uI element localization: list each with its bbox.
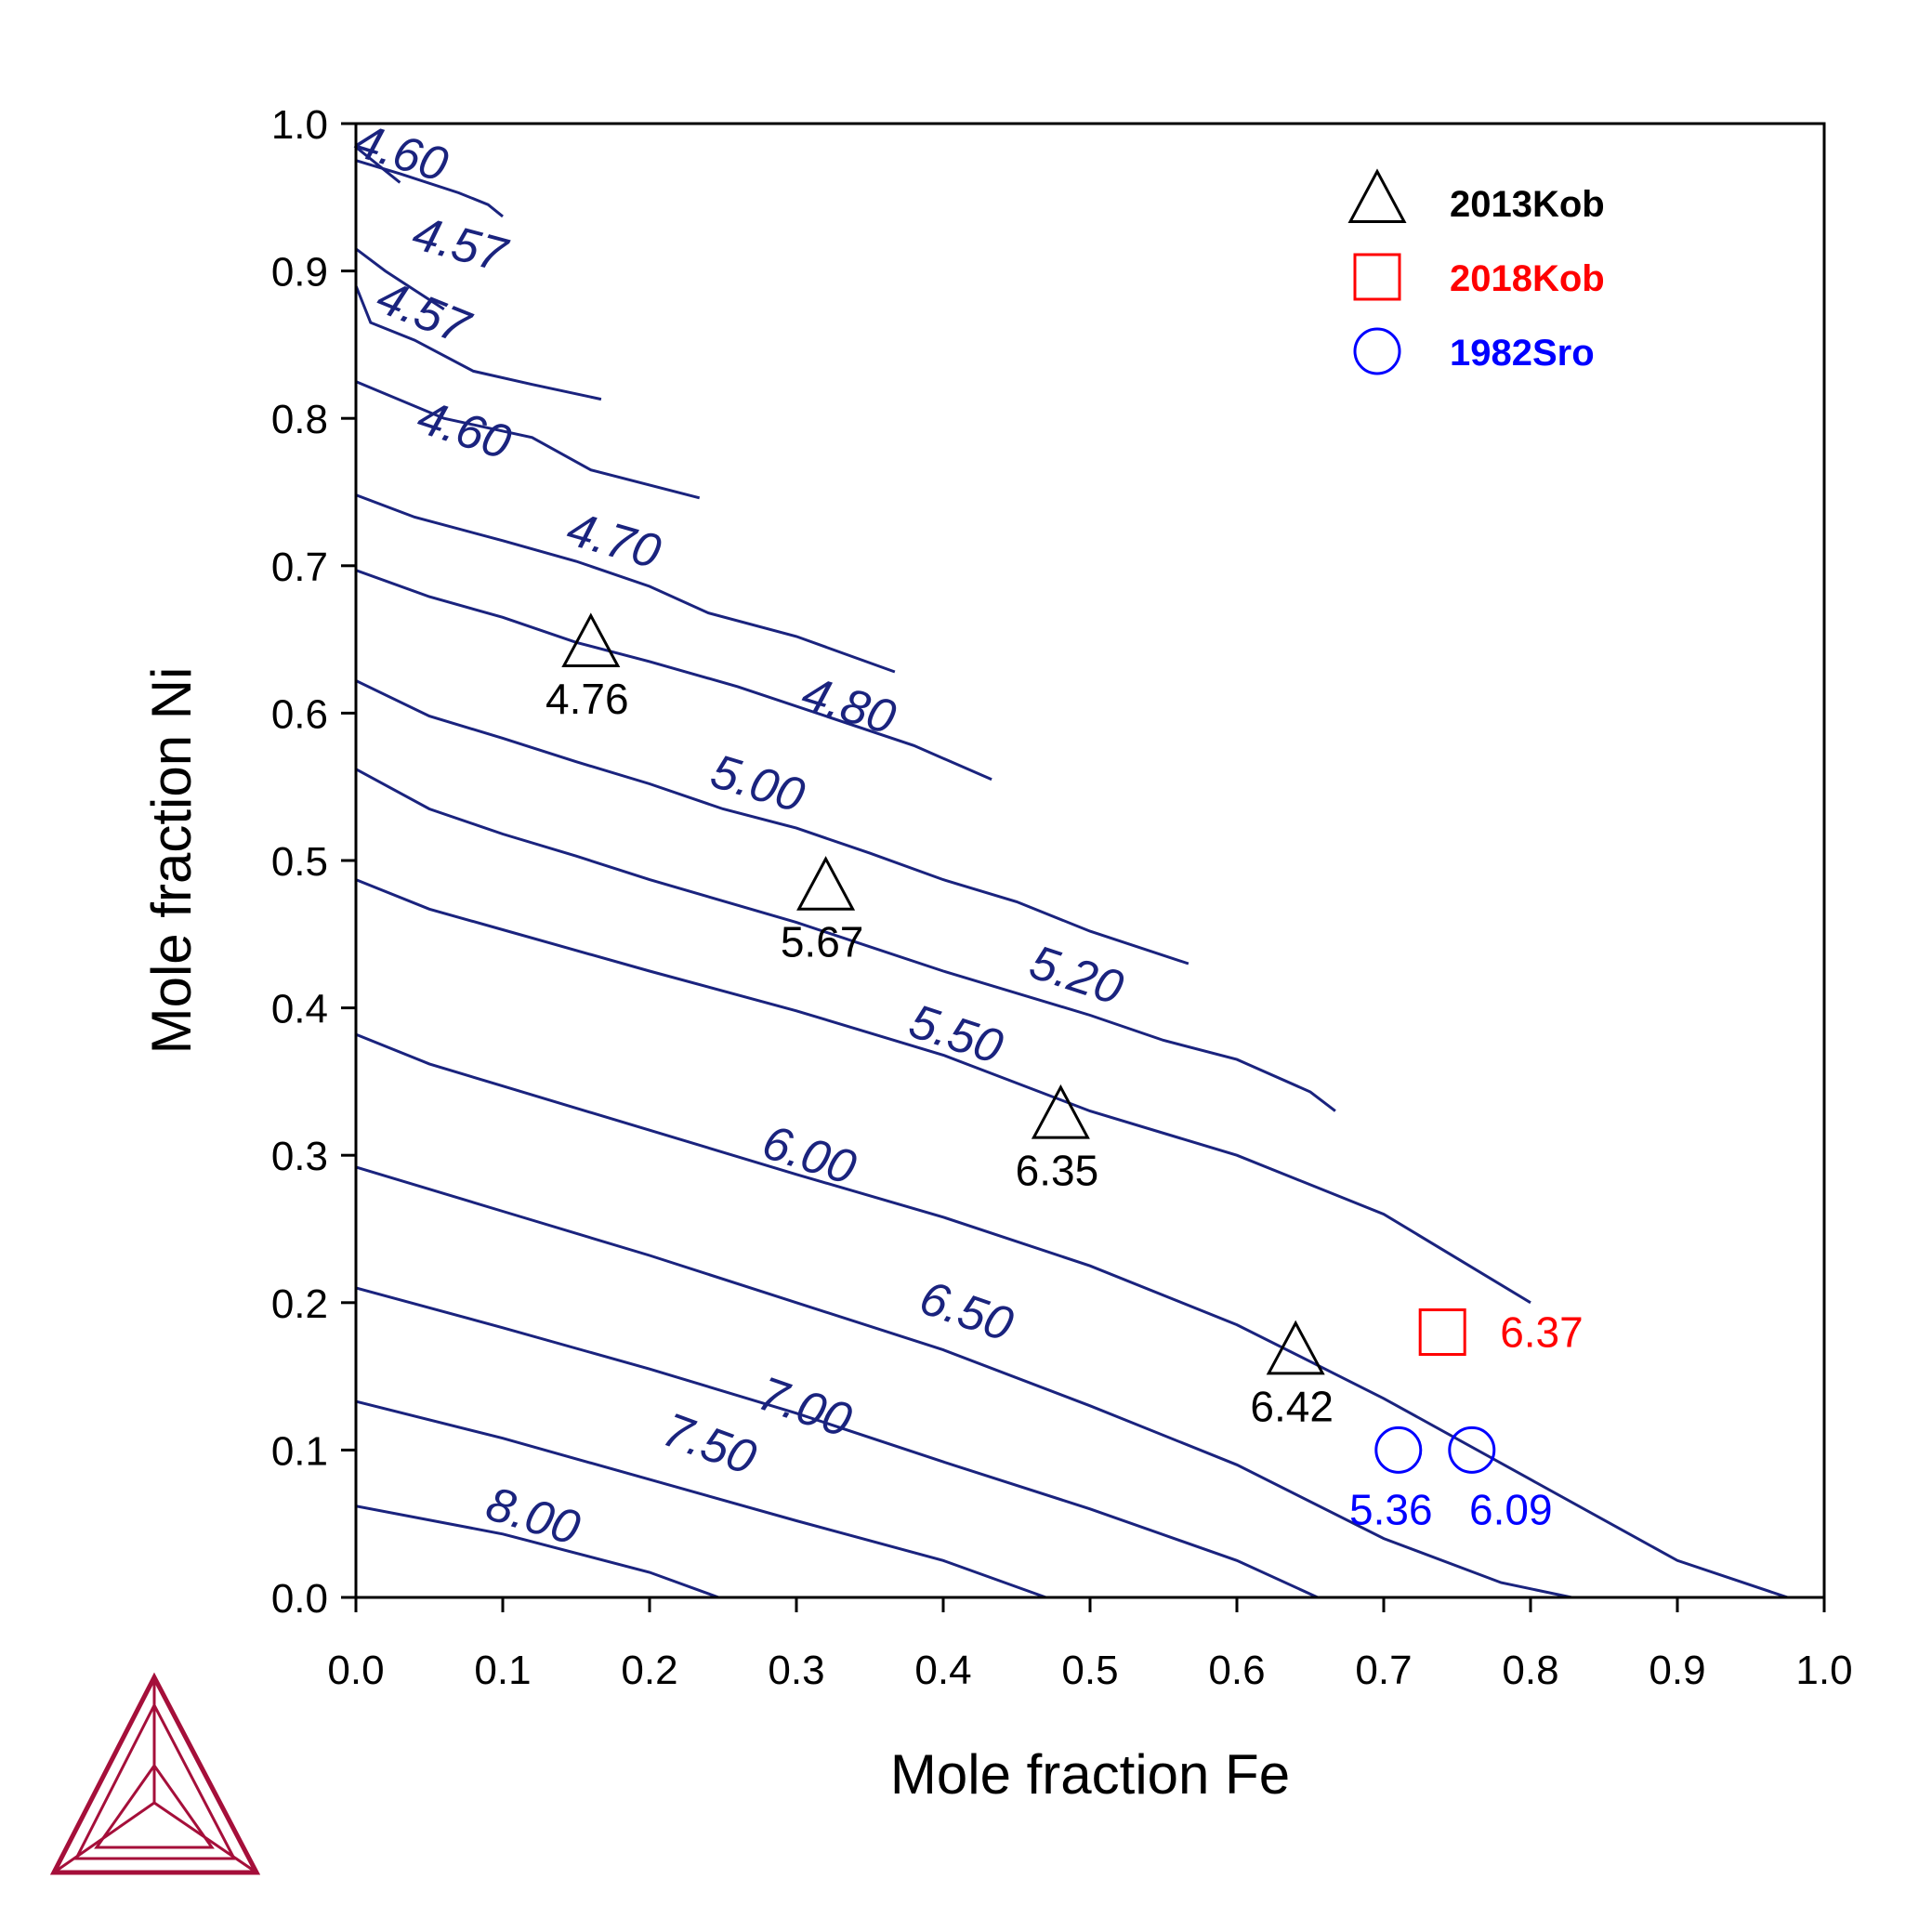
contour-label: 5.00 (704, 744, 810, 823)
data-point-triangle (796, 856, 856, 911)
data-point-triangle (1266, 1320, 1325, 1375)
y-tick-label: 0.8 (271, 397, 328, 442)
contour-label: 6.50 (913, 1271, 1019, 1353)
x-tick-label: 0.5 (1061, 1648, 1118, 1693)
x-axis-title: Mole fraction Fe (890, 1743, 1290, 1806)
contour-line (356, 1286, 1319, 1597)
y-tick-label: 0.2 (271, 1281, 328, 1327)
contour-labels: 4.60 4.574.57 4.60 4.70 4.805.00 5.205.50 6.00… (348, 113, 1129, 1556)
contour-label: 4.57 (370, 269, 479, 355)
contour-line (356, 284, 602, 401)
contour-lines (356, 145, 1793, 1597)
data-point-triangle (561, 612, 621, 668)
data-point-triangle (1031, 1084, 1090, 1139)
data-point-circle (1374, 1425, 1423, 1474)
data-point-circle (1448, 1425, 1496, 1474)
y-tick-label: 0.9 (271, 250, 328, 296)
thermo-calc-logo-icon (49, 1672, 261, 1875)
legend-label: 1982Sro (1450, 333, 1595, 374)
contour-line (356, 679, 1189, 966)
y-tick-label: 0.0 (271, 1576, 328, 1622)
data-point-label: 6.37 (1500, 1308, 1584, 1357)
data-point-label: 6.09 (1469, 1485, 1553, 1533)
legend-marker-triangle (1347, 168, 1407, 224)
data-points: 4.76 5.67 6.35 6.42 6.37 5.36 6.09 (545, 612, 1584, 1533)
data-point-label: 6.35 (1016, 1147, 1099, 1195)
contour-line (356, 1165, 1572, 1597)
legend-marker-circle (1353, 327, 1401, 375)
contour-label: 5.20 (1023, 936, 1129, 1016)
contour-line (356, 878, 1531, 1305)
contour-line (356, 247, 445, 311)
contour-label: 7.50 (656, 1403, 763, 1486)
y-tick-label: 1.0 (271, 102, 328, 148)
y-axis: 0.0 0.1 0.2 0.3 0.4 0.5 0.6 0.7 0.8 0.9 1.0 (271, 102, 356, 1622)
contour-label: 5.50 (903, 994, 1009, 1074)
x-tick-label: 0.9 (1649, 1648, 1705, 1693)
contour-line (356, 1032, 1793, 1597)
x-tick-label: 0.3 (768, 1648, 824, 1693)
x-tick-label: 0.8 (1502, 1648, 1558, 1693)
x-tick-label: 1.0 (1795, 1648, 1852, 1693)
contour-label: 4.60 (348, 113, 453, 192)
y-axis-title: Mole fraction Ni (140, 667, 203, 1055)
x-tick-label: 0.2 (621, 1648, 677, 1693)
contour-label: 4.70 (561, 502, 666, 580)
legend-marker-square (1353, 253, 1401, 301)
data-point-label: 4.76 (545, 675, 629, 723)
contour-label: 4.80 (795, 666, 901, 745)
data-point-label: 5.36 (1349, 1485, 1433, 1533)
y-tick-label: 0.4 (271, 987, 328, 1032)
plot-frame (354, 122, 1826, 1599)
contour-line (356, 1399, 1047, 1597)
contour-line (356, 145, 401, 184)
x-axis: 0.0 0.1 0.2 0.3 0.4 0.5 0.6 0.7 0.8 0.9 1.0 (327, 1597, 1853, 1693)
x-tick-label: 0.1 (474, 1648, 531, 1693)
contour-label: 7.00 (752, 1367, 859, 1449)
x-tick-label: 0.6 (1208, 1648, 1265, 1693)
contour-line (356, 380, 701, 500)
data-point-label: 5.67 (781, 918, 864, 966)
contour-line (356, 159, 504, 218)
contour-label: 4.57 (407, 206, 514, 283)
contour-line (356, 1504, 719, 1597)
contour-label: 8.00 (480, 1477, 586, 1556)
legend-label: 2013Kob (1450, 184, 1605, 225)
contour-line (356, 493, 896, 674)
y-tick-label: 0.7 (271, 545, 328, 590)
x-tick-label: 0.4 (914, 1648, 971, 1693)
y-tick-label: 0.3 (271, 1134, 328, 1179)
contour-label: 6.00 (756, 1115, 862, 1195)
y-tick-label: 0.1 (271, 1428, 328, 1474)
legend-label: 2018Kob (1450, 258, 1605, 299)
contour-label: 4.60 (411, 390, 517, 470)
y-tick-label: 0.5 (271, 839, 328, 885)
contour-line (356, 569, 992, 782)
legend: 2013Kob 2018Kob 1982Sro (1347, 168, 1605, 375)
x-tick-label: 0.7 (1355, 1648, 1412, 1693)
x-tick-label: 0.0 (327, 1648, 384, 1693)
data-point-label: 6.42 (1250, 1382, 1334, 1430)
data-point-square (1418, 1308, 1466, 1357)
contour-line (356, 768, 1336, 1112)
y-tick-label: 0.6 (271, 691, 328, 737)
